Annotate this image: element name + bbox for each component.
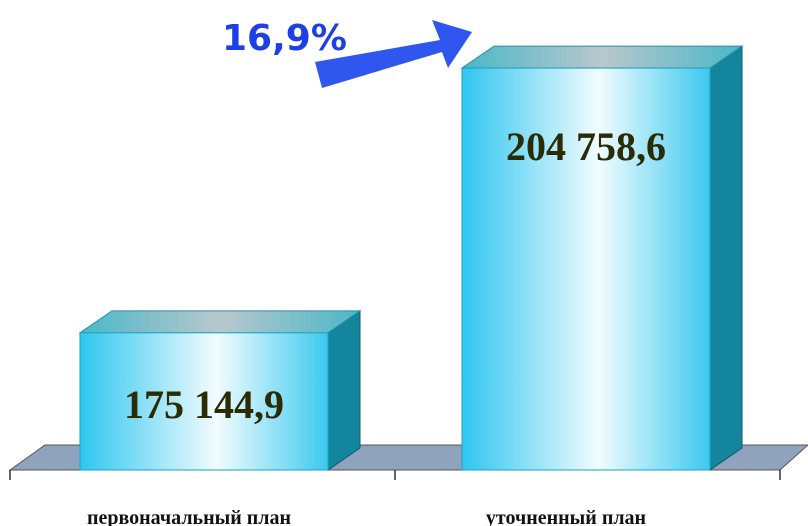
bar-side — [327, 309, 361, 471]
bar-side — [709, 45, 743, 471]
annotation: 16,9% — [222, 18, 347, 59]
value-label: 175 144,9 — [124, 382, 284, 427]
x-tick-label: уточненный план — [486, 507, 646, 526]
value-label: 204 758,6 — [506, 124, 666, 169]
arrow — [315, 20, 472, 88]
bar — [79, 332, 329, 471]
bar — [461, 67, 711, 471]
x-tick-label: первоначальный план — [87, 507, 291, 526]
bar-top — [78, 310, 362, 334]
axis-ticks — [9, 470, 781, 480]
bar-top — [460, 45, 744, 69]
